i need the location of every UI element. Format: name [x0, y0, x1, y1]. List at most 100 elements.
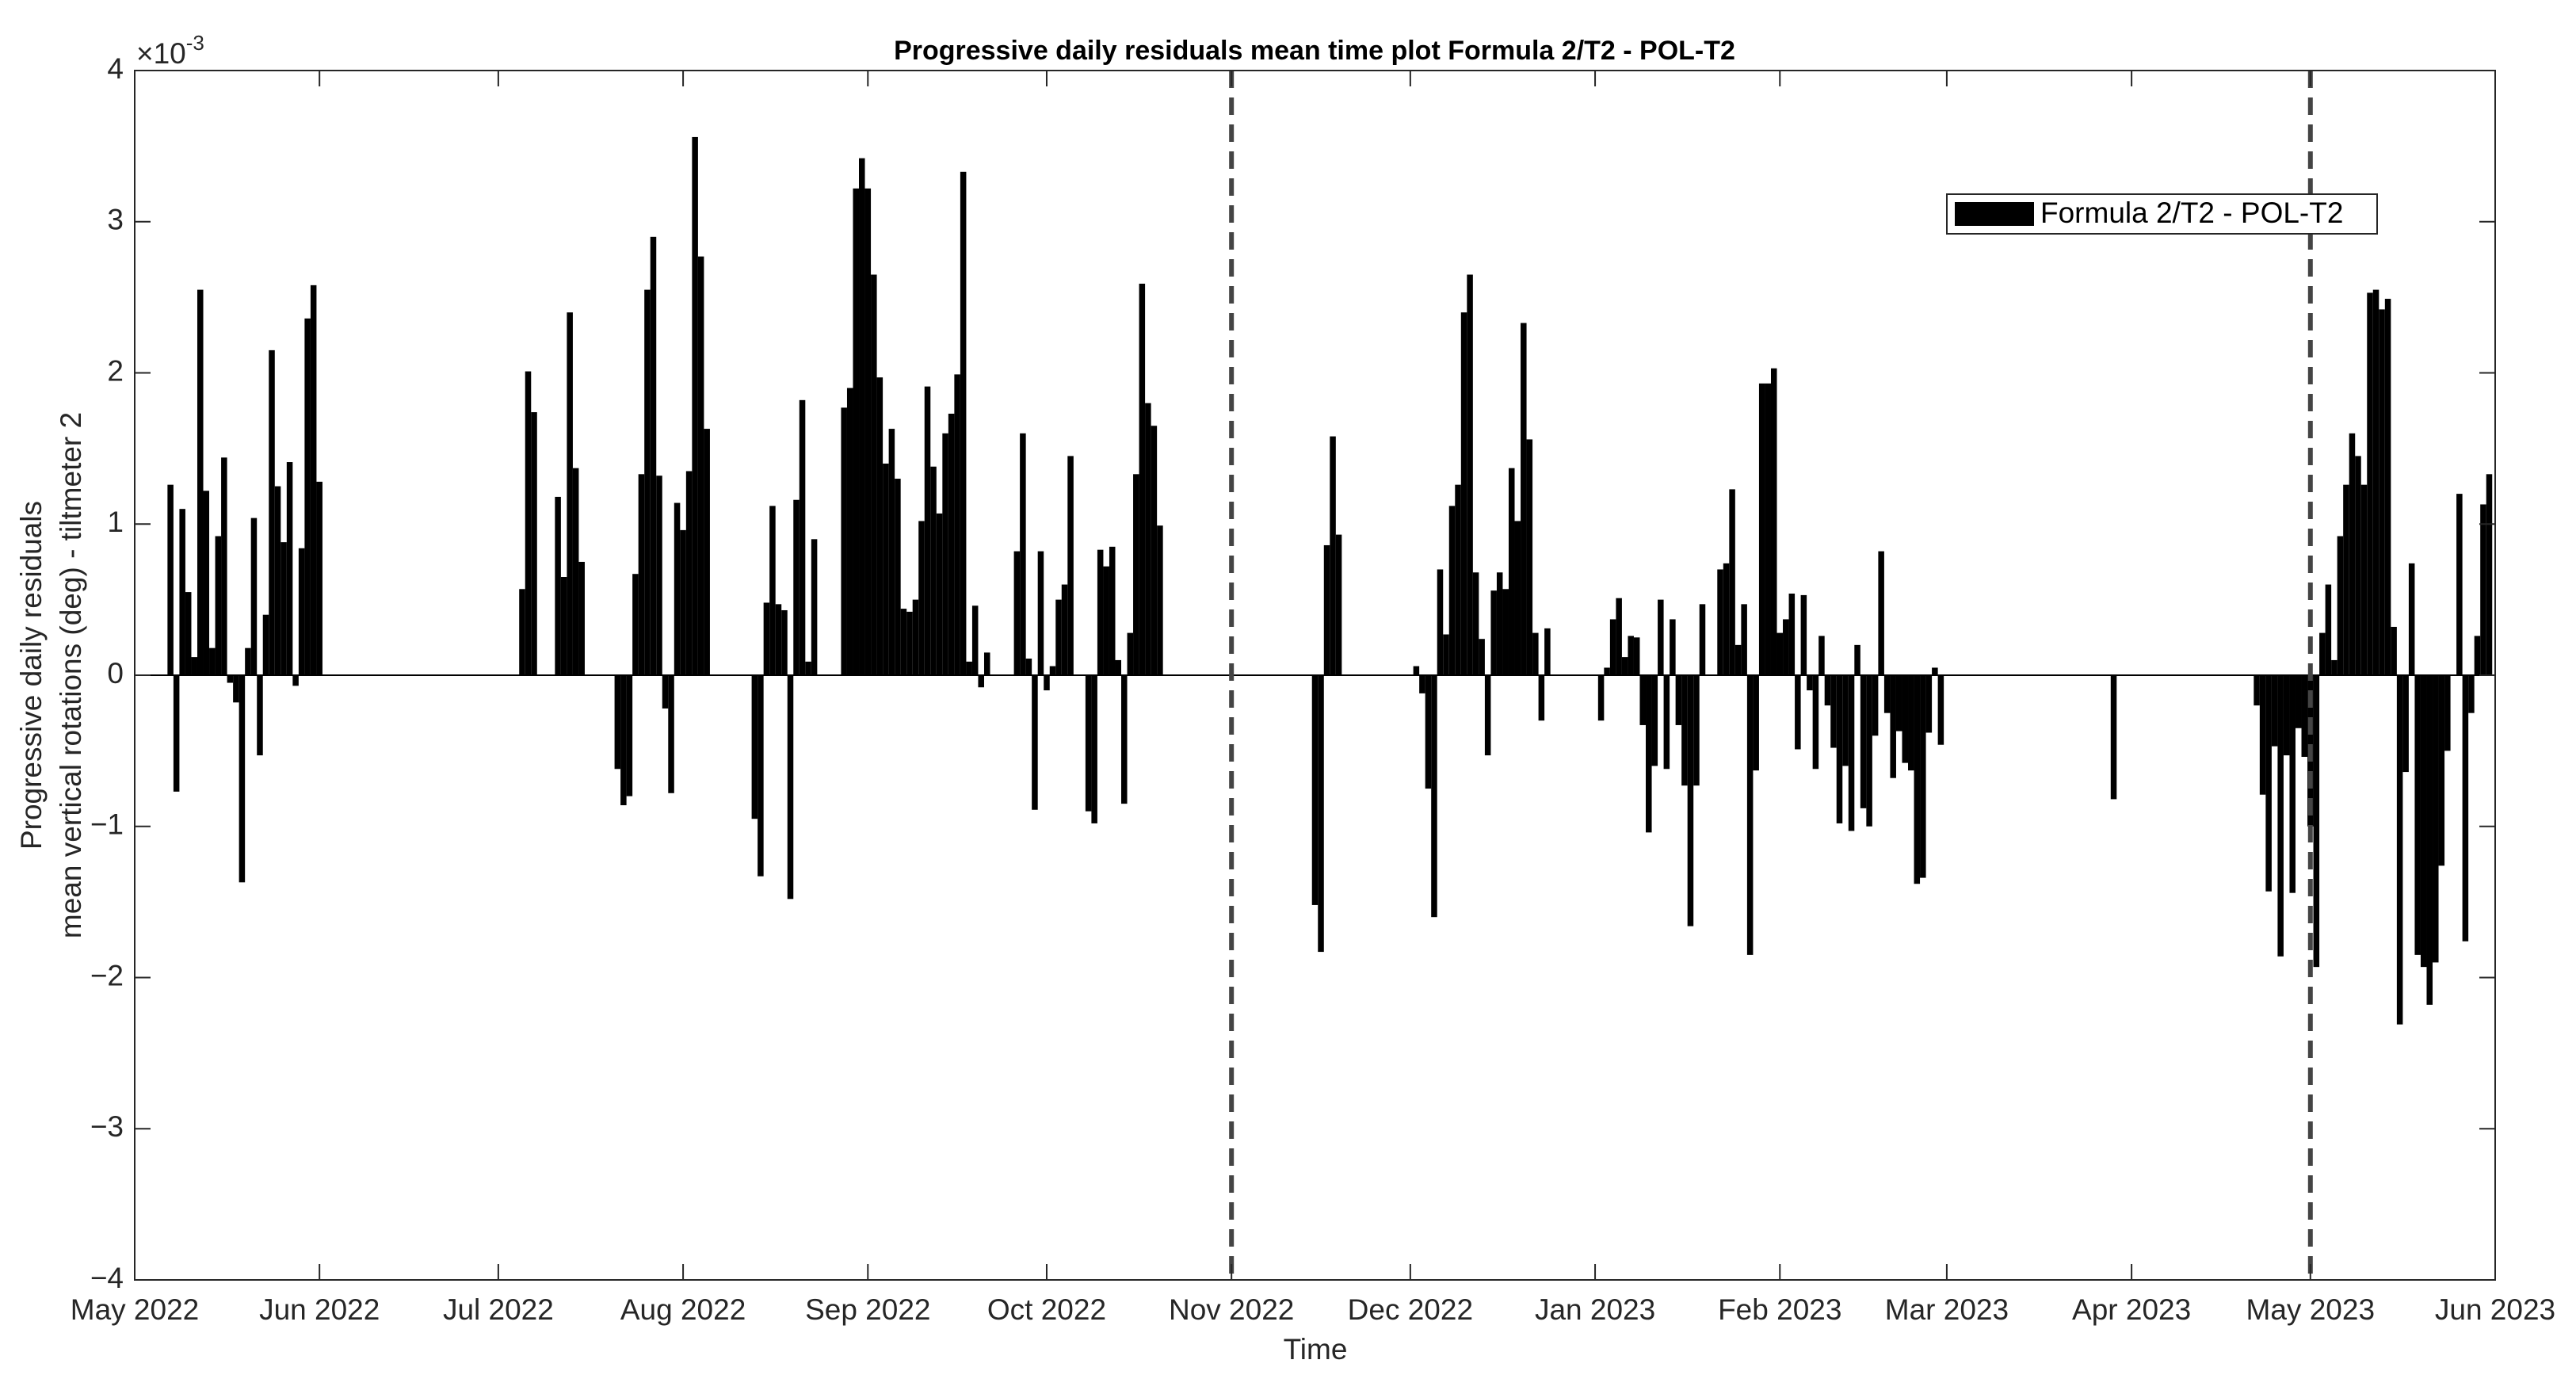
- bar: [1699, 604, 1706, 675]
- bar: [221, 457, 227, 675]
- bar: [685, 471, 693, 675]
- x-tick-label: Jun 2022: [259, 1293, 380, 1326]
- bar: [1526, 439, 1533, 675]
- bar: [971, 605, 979, 675]
- bar: [1824, 675, 1831, 706]
- bar: [1109, 546, 1116, 675]
- bar: [298, 548, 305, 675]
- bar: [948, 414, 955, 675]
- chart-title: Progressive daily residuals mean time pl…: [894, 36, 1735, 66]
- legend-label: Formula 2/T2 - POL-T2: [2040, 197, 2343, 229]
- bar: [912, 599, 919, 675]
- bar: [1741, 604, 1747, 675]
- bar: [1663, 675, 1670, 770]
- bar: [1467, 274, 1473, 675]
- bar: [2426, 675, 2433, 1005]
- bar: [1115, 659, 1122, 675]
- bar: [692, 136, 698, 675]
- bar: [906, 611, 913, 675]
- bar: [1842, 675, 1849, 766]
- bar: [209, 647, 216, 675]
- bar: [215, 536, 222, 675]
- bar: [1914, 675, 1921, 884]
- bar: [1538, 675, 1545, 721]
- bar: [799, 399, 806, 675]
- bar: [763, 602, 770, 675]
- bar: [1496, 572, 1503, 675]
- bar: [895, 479, 901, 675]
- bar: [1448, 506, 1456, 675]
- bar: [1872, 675, 1879, 736]
- bar: [227, 675, 234, 683]
- y-tick-label: −4: [90, 1262, 124, 1294]
- bar: [2331, 659, 2337, 675]
- bar: [1521, 323, 1527, 675]
- bar: [250, 518, 258, 675]
- bar: [1330, 436, 1336, 675]
- bar: [697, 256, 704, 675]
- bar: [572, 468, 579, 675]
- bar: [274, 486, 281, 675]
- y-tick-label: −3: [90, 1110, 124, 1143]
- bar: [883, 463, 889, 675]
- bar: [1812, 675, 1819, 770]
- bar: [1437, 569, 1444, 675]
- bar: [1735, 644, 1742, 675]
- bar: [1145, 403, 1151, 675]
- bar: [2372, 289, 2379, 675]
- bar: [1758, 383, 1765, 675]
- bar: [1783, 619, 1789, 675]
- bar: [614, 675, 621, 770]
- bar: [781, 609, 788, 675]
- y-axis-label: mean vertical rotations (deg) - tiltmete…: [55, 412, 87, 938]
- bar: [2343, 484, 2349, 675]
- bar: [2420, 675, 2427, 968]
- bar: [1055, 599, 1062, 675]
- bar: [531, 412, 537, 675]
- bar: [853, 188, 860, 675]
- bar: [1866, 675, 1872, 827]
- bar: [1616, 598, 1622, 675]
- bar: [1860, 675, 1867, 808]
- x-tick-label: Nov 2022: [1169, 1293, 1294, 1326]
- y-tick-label: 4: [107, 52, 124, 85]
- bar: [519, 589, 525, 675]
- bar: [1067, 456, 1074, 675]
- bar: [620, 675, 627, 806]
- bar: [662, 675, 669, 709]
- x-tick-label: Dec 2022: [1348, 1293, 1473, 1326]
- bar: [1902, 675, 1909, 763]
- bar: [304, 318, 311, 675]
- bar: [1675, 675, 1682, 725]
- bar: [1848, 675, 1855, 831]
- x-tick-label: Oct 2022: [987, 1293, 1106, 1326]
- bar: [2414, 675, 2421, 955]
- bar: [1687, 675, 1694, 926]
- bar: [203, 491, 210, 675]
- y-axis-label: Progressive daily residuals: [15, 501, 48, 850]
- x-tick-label: Feb 2023: [1718, 1293, 1841, 1326]
- bar: [924, 386, 931, 675]
- bar: [1508, 468, 1515, 675]
- bar: [1413, 666, 1420, 675]
- bar: [2367, 292, 2373, 675]
- bar: [871, 274, 877, 675]
- bar: [2396, 675, 2403, 1025]
- bar: [1133, 474, 1139, 675]
- bar: [2456, 494, 2463, 675]
- bar: [680, 529, 686, 675]
- bar: [1854, 644, 1860, 675]
- bar: [1670, 619, 1676, 675]
- bar: [1013, 551, 1021, 675]
- bar: [2313, 675, 2320, 968]
- bar: [954, 374, 960, 675]
- bar: [2349, 433, 2356, 675]
- bar: [2360, 484, 2368, 675]
- bar: [1502, 589, 1509, 675]
- bar: [2402, 675, 2409, 773]
- bar: [1830, 675, 1837, 748]
- bar: [1753, 675, 1759, 771]
- bar: [1127, 632, 1134, 675]
- bar: [2391, 626, 2397, 675]
- bar: [197, 289, 204, 675]
